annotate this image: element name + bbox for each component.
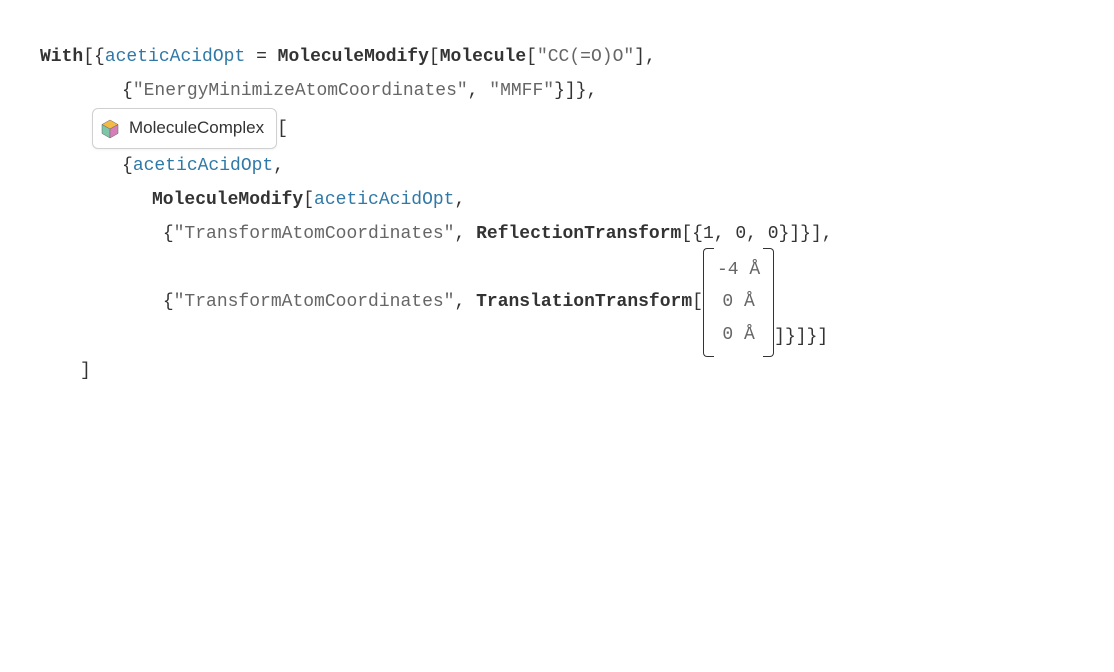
- with-keyword: With: [40, 47, 83, 67]
- transform-key-2: "TransformAtomCoordinates": [174, 292, 455, 312]
- vector-row-3: 0 Å: [717, 319, 760, 351]
- paclet-label: MoleculeComplex: [129, 112, 264, 144]
- code-line-1: With[{aceticAcidOpt = MoleculeModify[Mol…: [40, 40, 1094, 74]
- transform-key-1: "TransformAtomCoordinates": [174, 224, 455, 244]
- code-line-3: MoleculeComplex [: [40, 108, 1094, 148]
- code-line-close: ]: [40, 354, 1094, 388]
- cube-icon: [99, 118, 121, 140]
- code-line-5: MoleculeModify[aceticAcidOpt,: [40, 183, 1094, 217]
- opt-val: "MMFF": [489, 81, 554, 101]
- column-vector: -4 Å 0 Å 0 Å: [703, 254, 774, 351]
- code-line-6: {"TransformAtomCoordinates", ReflectionT…: [40, 217, 1094, 251]
- opt-key: "EnergyMinimizeAtomCoordinates": [133, 81, 468, 101]
- fn-reflection: ReflectionTransform: [476, 224, 681, 244]
- reflect-args: 1, 0, 0: [703, 224, 779, 244]
- code-cell: With[{aceticAcidOpt = MoleculeModify[Mol…: [40, 40, 1094, 388]
- close-inner: ]}]}]: [774, 327, 828, 347]
- code-line-2: {"EnergyMinimizeAtomCoordinates", "MMFF"…: [40, 74, 1094, 108]
- fn-molecule: Molecule: [440, 47, 526, 67]
- vector-row-1: -4 Å: [717, 254, 760, 286]
- code-line-4: {aceticAcidOpt,: [40, 149, 1094, 183]
- symbol-aceticAcidOpt-3: aceticAcidOpt: [314, 190, 454, 210]
- fn-moleculeModify-2: MoleculeModify: [152, 190, 303, 210]
- fn-moleculeModify: MoleculeModify: [278, 47, 429, 67]
- vector-row-2: 0 Å: [717, 286, 760, 318]
- fn-translation: TranslationTransform: [476, 292, 692, 312]
- symbol-aceticAcidOpt: aceticAcidOpt: [105, 47, 245, 67]
- code-line-7: {"TransformAtomCoordinates", Translation…: [40, 251, 1094, 354]
- paclet-moleculecomplex[interactable]: MoleculeComplex: [92, 108, 277, 148]
- smiles-string: "CC(=O)O": [537, 47, 634, 67]
- symbol-aceticAcidOpt-2: aceticAcidOpt: [133, 156, 273, 176]
